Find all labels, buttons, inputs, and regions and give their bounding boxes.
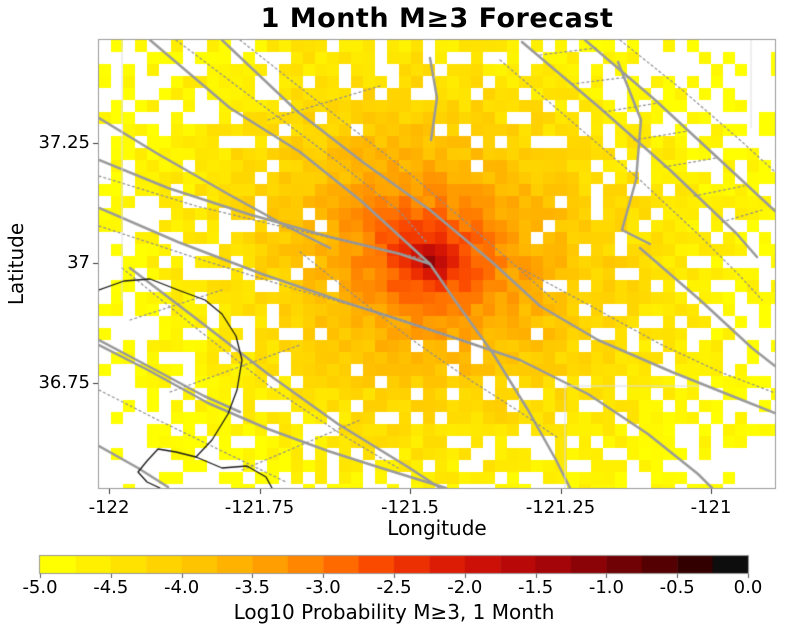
x-tick-label: -121.5 (380, 497, 440, 518)
colorbar-label: Log10 Probability M≥3, 1 Month (233, 600, 555, 624)
colorbar-tick-label: -1.5 (518, 577, 554, 598)
y-tick-label: 37.25 (38, 131, 90, 153)
colorbar-tick-label: -1.0 (588, 577, 624, 598)
page-title: 1 Month M≥3 Forecast (260, 3, 614, 34)
colorbar-tick-label: -3.0 (305, 577, 341, 598)
colorbar-tick-label: 0.0 (733, 577, 763, 598)
colorbar-tick-label: -2.5 (376, 577, 412, 598)
x-axis-label: Longitude (387, 516, 487, 540)
colorbar-tick-label: -2.0 (447, 577, 483, 598)
x-tick-label: -122 (88, 497, 130, 518)
x-tick-label: -121.25 (525, 497, 596, 518)
y-tick-label: 37 (67, 252, 90, 273)
colorbar-tick-label: -0.5 (659, 577, 695, 598)
colorbar-tick-label: -3.5 (234, 577, 270, 598)
colorbar-tick-label: -4.5 (93, 577, 129, 598)
colorbar-tick-label: -4.0 (164, 577, 200, 598)
y-tick-label: 36.75 (38, 372, 90, 394)
x-tick-label: -121.75 (224, 497, 295, 518)
colorbar-tick-label: -5.0 (22, 577, 58, 598)
x-tick-label: -121 (690, 497, 732, 518)
